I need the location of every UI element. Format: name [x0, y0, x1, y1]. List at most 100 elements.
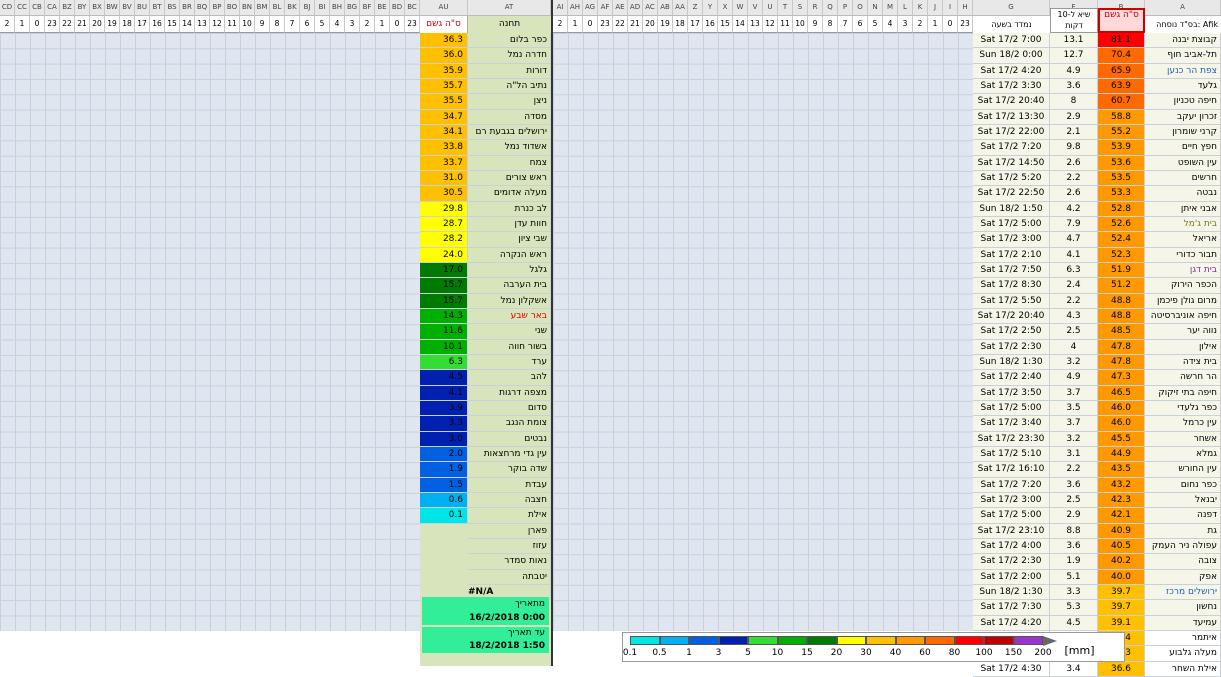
column-header: BS — [165, 0, 180, 16]
column-header: U — [763, 0, 778, 16]
column-header: BQ — [195, 0, 210, 16]
column-header: BT — [150, 0, 165, 16]
hour-header: 22 — [613, 16, 628, 33]
station-name: יטבתה — [468, 569, 551, 585]
hour-header: 0 — [30, 16, 45, 33]
hour-header: 1 — [928, 16, 943, 33]
station-name: סדום — [468, 400, 551, 417]
column-header: Z — [688, 0, 703, 16]
measured-time: Sat 17/2 7:00 — [973, 33, 1050, 49]
max-10min: 8 — [1050, 94, 1098, 110]
station-name: צובה — [1145, 554, 1221, 570]
hour-header: 13 — [748, 16, 763, 33]
station-name: קרני שומרון — [1145, 124, 1221, 141]
station-name: ניצן — [468, 94, 551, 110]
legend-swatch — [807, 636, 837, 645]
total-rain: 36.6 — [1098, 661, 1145, 677]
measured-time: Sat 17/2 2:30 — [973, 339, 1050, 355]
measured-time: Sat 17/2 5:20 — [973, 170, 1050, 187]
legend-swatch — [895, 636, 925, 645]
measured-time: Sat 17/2 4:20 — [973, 63, 1050, 79]
station-name: גמלא — [1145, 446, 1221, 463]
hour-header: 12 — [210, 16, 225, 33]
total-rain: 39.7 — [1098, 600, 1145, 616]
max-10min: 3.6 — [1050, 78, 1098, 95]
hour-header: 23 — [405, 16, 420, 33]
total-rain: 58.8 — [1098, 109, 1145, 125]
hour-header: 17 — [688, 16, 703, 33]
measured-time: Sat 17/2 4:30 — [973, 661, 1050, 677]
column-header: BF — [360, 0, 375, 16]
column-header: AH — [568, 0, 583, 16]
total-rain: 3.3 — [420, 416, 468, 432]
max-10min: 2.5 — [1050, 324, 1098, 340]
total-rain: 14.3 — [420, 308, 468, 325]
measured-time: Sat 17/2 22:50 — [973, 186, 1050, 202]
measured-time: Sat 17/2 3:30 — [973, 78, 1050, 95]
column-header: BR — [180, 0, 195, 16]
legend-tick-label: 1 — [686, 648, 692, 658]
max-10min: 2.6 — [1050, 186, 1098, 202]
legend-swatch — [866, 636, 896, 645]
measured-time: Sat 17/2 7:30 — [973, 600, 1050, 616]
max-10min: 2.2 — [1050, 293, 1098, 309]
column-header: BY — [75, 0, 90, 16]
total-rain: 60.7 — [1098, 94, 1145, 110]
total-rain: 52.6 — [1098, 216, 1145, 233]
total-rain: 4.5 — [420, 370, 468, 386]
max-10min: 4.7 — [1050, 232, 1098, 248]
column-header: CB — [30, 0, 45, 16]
column-header: AG — [583, 0, 598, 16]
measured-time: Sat 17/2 7:20 — [973, 477, 1050, 493]
total-rain: 36.3 — [420, 33, 468, 49]
column-header: R — [808, 0, 823, 16]
total-rain: 31.0 — [420, 170, 468, 187]
total-rain: 10.1 — [420, 339, 468, 355]
hour-header: 17 — [135, 16, 150, 33]
header-measured: נמדד בשעה — [973, 16, 1050, 33]
total-rain: 30.5 — [420, 186, 468, 202]
station-name: חוות עדן — [468, 216, 551, 233]
max-10min: 3.3 — [1050, 584, 1098, 601]
legend-tick-label: 15 — [801, 648, 813, 658]
station-name: חצבה — [468, 492, 551, 509]
total-rain: 40.2 — [1098, 554, 1145, 570]
column-header: BW — [105, 0, 120, 16]
hour-header: 3 — [345, 16, 360, 33]
legend-swatch — [777, 636, 807, 645]
measured-time: Sat 17/2 3:00 — [973, 492, 1050, 509]
station-name: איתמר — [1145, 630, 1221, 647]
total-rain: 43.5 — [1098, 462, 1145, 478]
column-header: AC — [643, 0, 658, 16]
station-name: גלעד — [1145, 78, 1221, 95]
hour-header: 13 — [195, 16, 210, 33]
total-rain: 24.0 — [420, 247, 468, 263]
station-name: נאות סמדר — [468, 554, 551, 570]
column-header: Y — [703, 0, 718, 16]
hour-header: 8 — [823, 16, 838, 33]
max-10min: 3.5 — [1050, 400, 1098, 417]
total-rain: 42.3 — [1098, 492, 1145, 509]
total-rain: 47.8 — [1098, 354, 1145, 371]
station-name: עין גדי מרחצאות — [468, 446, 551, 463]
measured-time: Sat 17/2 23:10 — [973, 523, 1050, 539]
column-header: G — [973, 0, 1050, 16]
hour-header: 2 — [553, 16, 568, 33]
hour-header: 19 — [105, 16, 120, 33]
total-rain: 39.1 — [1098, 615, 1145, 631]
hour-header: 7 — [838, 16, 853, 33]
measured-time: Sun 18/2 0:00 — [973, 48, 1050, 64]
total-rain: 35.5 — [420, 94, 468, 110]
column-header: P — [838, 0, 853, 16]
total-rain: 47.3 — [1098, 370, 1145, 386]
column-header: T — [778, 0, 793, 16]
station-name: בית דגן — [1145, 262, 1221, 279]
total-rain: 63.9 — [1098, 78, 1145, 95]
legend-tick-label: 40 — [889, 648, 902, 658]
column-header: BG — [345, 0, 360, 16]
station-name: ערד — [468, 354, 551, 371]
legend-arrow — [1043, 636, 1057, 646]
column-header: Q — [823, 0, 838, 16]
heat-right — [553, 33, 973, 631]
hour-header: 18 — [120, 16, 135, 33]
